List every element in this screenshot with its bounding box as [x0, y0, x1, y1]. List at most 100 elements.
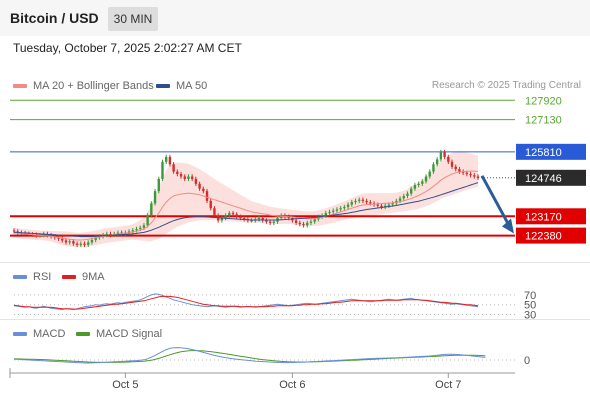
- rsi-legend: RSI: [13, 271, 51, 283]
- candle-body: [79, 243, 83, 245]
- candle-body: [473, 175, 476, 177]
- candle-body: [261, 218, 264, 221]
- candle-body: [287, 216, 290, 218]
- candle-body: [350, 202, 353, 205]
- x-tick-label-2: Oct 7: [435, 379, 461, 391]
- candle-body: [428, 171, 431, 177]
- candle-body: [332, 210, 335, 212]
- candle-body: [435, 159, 439, 165]
- candle-body: [242, 218, 246, 220]
- candle-body: [176, 171, 179, 175]
- candle-body: [447, 156, 450, 162]
- candle-body: [335, 209, 339, 211]
- candle-body: [257, 218, 261, 220]
- ma50-legend-label: MA 50: [176, 80, 208, 92]
- candle-body: [135, 228, 138, 231]
- candle-body: [380, 205, 383, 208]
- candle-body: [205, 191, 209, 201]
- candle-body: [439, 152, 443, 160]
- candle-body: [413, 185, 417, 189]
- candle-body: [358, 199, 361, 201]
- candle-body: [194, 178, 198, 184]
- macd-legend: MACD: [13, 328, 65, 340]
- forecast-arrow-shaft: [480, 175, 511, 227]
- candle-body: [250, 220, 253, 222]
- candle-body: [116, 232, 120, 234]
- candle-body: [57, 237, 60, 239]
- candle-body: [443, 152, 446, 157]
- candle-body: [265, 220, 268, 222]
- forecast-arrow-head: [502, 218, 514, 234]
- rsi-ma-swatch: [62, 275, 76, 280]
- level-label-125810: 125810: [525, 147, 562, 159]
- candle-body: [90, 239, 94, 243]
- instrument-title: Bitcoin / USD: [10, 10, 99, 26]
- macd-signal-swatch: [76, 332, 90, 337]
- candle-body: [12, 230, 16, 232]
- candle-body: [164, 156, 168, 162]
- candle-body: [417, 183, 420, 186]
- candle-body: [168, 156, 172, 165]
- candle-body: [139, 227, 142, 229]
- candle-body: [365, 200, 368, 203]
- ma20-line: [13, 170, 479, 241]
- candle-body: [424, 176, 428, 182]
- candle-body: [469, 174, 472, 176]
- candle-body: [109, 233, 112, 236]
- candle-body: [406, 193, 409, 197]
- candle-body: [64, 240, 68, 243]
- candle-body: [146, 215, 149, 226]
- macd-tick-0: 0: [524, 355, 530, 367]
- candle-body: [72, 241, 75, 244]
- level-tag-122380: [516, 227, 586, 244]
- candle-body: [150, 203, 153, 216]
- candle-body: [346, 204, 350, 208]
- candle-body: [187, 176, 190, 179]
- rsi-ma-legend: 9MA: [62, 271, 105, 283]
- ma20-legend: MA 20 + Bollinger Bands: [13, 80, 154, 92]
- research-credit: Research © 2025 Trading Central: [431, 80, 581, 91]
- candle-body: [432, 164, 435, 172]
- candle-body: [354, 200, 357, 203]
- candle-body: [465, 172, 469, 175]
- candle-body: [398, 198, 402, 201]
- candle-body: [239, 216, 242, 218]
- timeframe-button[interactable]: 30 MIN: [108, 7, 158, 31]
- candle-body: [272, 221, 276, 223]
- candle-body: [458, 169, 461, 172]
- candle-body: [328, 211, 331, 214]
- level-tag-123170: [516, 208, 586, 225]
- candle-body: [94, 237, 97, 240]
- candle-body: [157, 178, 160, 192]
- ma50-legend: MA 50: [156, 80, 207, 92]
- level-label-127920: 127920: [525, 95, 562, 107]
- level-label-123170: 123170: [525, 211, 562, 223]
- candle-body: [75, 243, 79, 245]
- candle-body: [105, 233, 108, 236]
- timestamp: Tuesday, October 7, 2025 2:02:27 AM CET: [13, 41, 242, 55]
- candle-body: [68, 241, 71, 243]
- candle-body: [454, 166, 457, 170]
- candle-body: [153, 191, 157, 204]
- rsi-tick-30: 30: [524, 310, 536, 322]
- macd-signal-legend: MACD Signal: [76, 328, 162, 340]
- last-price-label: 124746: [525, 173, 562, 185]
- candle-body: [384, 205, 387, 208]
- candle-body: [235, 214, 238, 217]
- candle-body: [402, 196, 405, 199]
- macd-legend-label: MACD: [33, 328, 66, 340]
- candle-body: [87, 242, 90, 245]
- candle-body: [131, 230, 134, 232]
- bollinger-band: [14, 151, 478, 248]
- candle-body: [376, 204, 379, 206]
- last-price-tag: [516, 169, 586, 186]
- level-tag-125810: [516, 143, 586, 160]
- candle-body: [179, 174, 183, 177]
- rsi-ma-legend-label: 9MA: [82, 271, 105, 283]
- ma20-swatch: [13, 84, 27, 89]
- candle-body: [391, 203, 394, 205]
- candle-body: [361, 199, 365, 201]
- rsi-swatch: [13, 275, 27, 280]
- candle-body: [324, 213, 328, 216]
